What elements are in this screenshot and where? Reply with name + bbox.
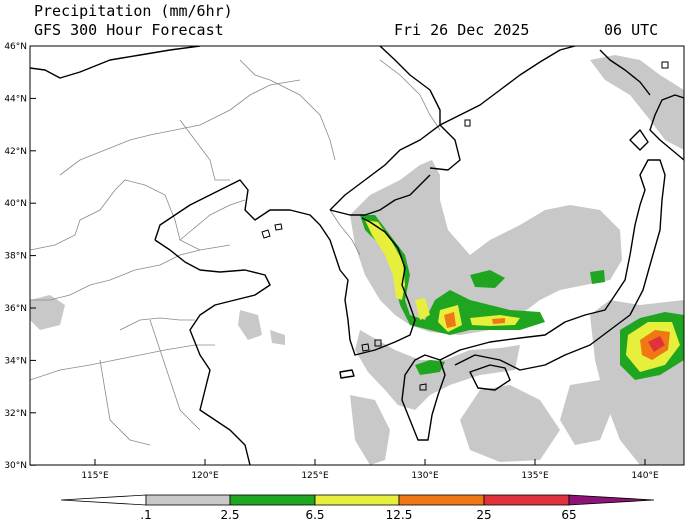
islands — [261, 61, 669, 391]
colorbar-segment — [568, 494, 655, 506]
title-forecast: GFS 300 Hour Forecast — [34, 21, 224, 39]
lat-label: 32°N — [4, 409, 27, 419]
valid-date: Fri 26 Dec 2025 — [394, 21, 530, 39]
lon-label: 115°E — [81, 471, 109, 481]
lon-label: 120°E — [191, 471, 219, 481]
colorbar-label: .1 — [140, 508, 152, 522]
precip-extreme-areas — [648, 336, 665, 352]
colorbar-label: 25 — [476, 508, 492, 522]
precip-light-areas — [30, 55, 684, 465]
colorbar-segment — [398, 494, 485, 506]
colorbar-label: 6.5 — [305, 508, 325, 522]
colorbar-segment — [229, 494, 316, 506]
valid-time: 06 UTC — [604, 21, 659, 39]
lat-label: 34°N — [4, 356, 27, 366]
colorbar-segment — [483, 494, 570, 506]
colorbar-segment — [145, 494, 231, 506]
lat-label: 40°N — [4, 199, 27, 209]
lon-label: 135°E — [521, 471, 549, 481]
lat-label: 46°N — [4, 42, 27, 52]
lat-label: 42°N — [4, 147, 27, 157]
lat-label: 44°N — [4, 94, 27, 104]
lat-label: 36°N — [4, 304, 27, 314]
colorbar-label: 65 — [561, 508, 577, 522]
lat-label: 30°N — [4, 461, 27, 471]
latitude-axis: 46°N 44°N 42°N 40°N 38°N 36°N 34°N 32°N 30°N — [4, 42, 36, 471]
title-precipitation: Precipitation (mm/6hr) — [34, 2, 233, 20]
colorbar-label: 12.5 — [385, 508, 413, 522]
political-borders — [30, 59, 441, 446]
lon-label: 140°E — [631, 471, 659, 481]
lat-label: 38°N — [4, 252, 27, 262]
colorbar-segment — [314, 494, 400, 506]
colorbar-segment — [60, 494, 147, 506]
longitude-axis: 115°E 120°E 125°E 130°E 135°E 140°E — [81, 459, 659, 481]
colorbar — [60, 494, 655, 506]
colorbar-label: 2.5 — [220, 508, 240, 522]
lon-label: 130°E — [411, 471, 439, 481]
coastlines — [30, 46, 684, 465]
lon-label: 125°E — [301, 471, 329, 481]
